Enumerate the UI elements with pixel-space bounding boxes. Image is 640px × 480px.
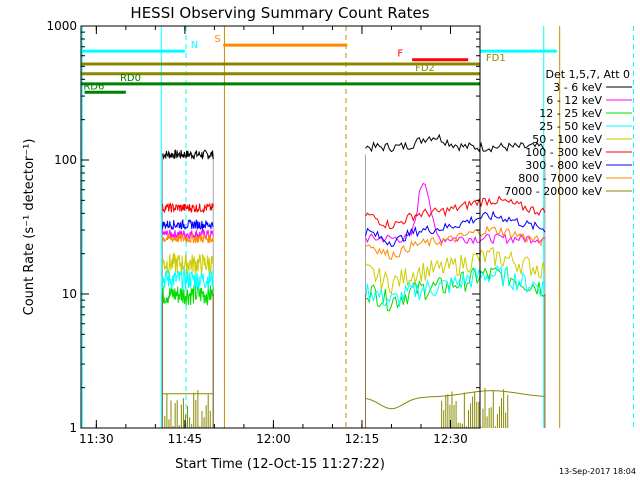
legend-entry-label: 100 - 300 keV <box>525 146 602 159</box>
legend-entry-label: 3 - 6 keV <box>553 81 602 94</box>
legend-entry-label: 7000 - 20000 keV <box>504 185 602 198</box>
y-tick-label: 1 <box>69 421 77 435</box>
flag-label-f: F <box>397 49 403 60</box>
series-line <box>162 247 546 295</box>
x-axis-label: Start Time (12-Oct-15 11:27:22) <box>175 457 385 472</box>
y-tick-label: 100 <box>54 153 77 167</box>
series-line <box>162 210 546 247</box>
x-tick-label: 12:30 <box>433 432 468 446</box>
y-axis-label: Count Rate (s⁻¹ detector⁻¹) <box>22 139 37 316</box>
series-line <box>162 133 546 160</box>
legend-entry-label: 800 - 7000 keV <box>518 172 602 185</box>
flag-label-n: N <box>191 40 198 51</box>
flag-label-fd2: FD2 <box>415 63 435 74</box>
legend-title: Det 1,5,7, Att 0 <box>546 68 630 81</box>
series-line <box>162 390 545 410</box>
legend-entry-label: 12 - 25 keV <box>539 107 602 120</box>
series-line <box>162 195 546 230</box>
flag-label-rd0: RD0 <box>120 73 141 84</box>
plot-frame <box>80 25 481 429</box>
chart-title: HESSI Observing Summary Count Rates <box>130 4 429 22</box>
legend-entry-label: 25 - 50 keV <box>539 120 602 133</box>
legend-entry-label: 300 - 800 keV <box>525 159 602 172</box>
plot-area: N S F FD1 FD2 RD0 RD6 <box>81 26 634 428</box>
generated-timestamp: 13-Sep-2017 18:04 <box>559 467 636 476</box>
legend-entry-label: 6 - 12 keV <box>546 94 602 107</box>
series-line <box>162 265 546 312</box>
flag-label-rd6: RD6 <box>83 81 104 92</box>
y-tick-label: 10 <box>62 287 77 301</box>
x-tick-label: 12:00 <box>256 432 291 446</box>
x-tick-label: 12:15 <box>345 432 380 446</box>
series-line <box>162 182 545 245</box>
legend-entry-label: 50 - 100 keV <box>532 133 602 146</box>
y-tick-label: 1000 <box>46 19 77 33</box>
series-line <box>162 225 545 260</box>
series-line <box>162 264 546 307</box>
x-tick-label: 11:30 <box>79 432 114 446</box>
flag-label-s: S <box>214 34 220 45</box>
x-tick-label: 11:45 <box>168 432 203 446</box>
flag-label-fd1: FD1 <box>486 53 506 64</box>
axes: 11:30 11:45 12:00 12:15 12:30 1 10 100 1000 <box>46 19 481 446</box>
